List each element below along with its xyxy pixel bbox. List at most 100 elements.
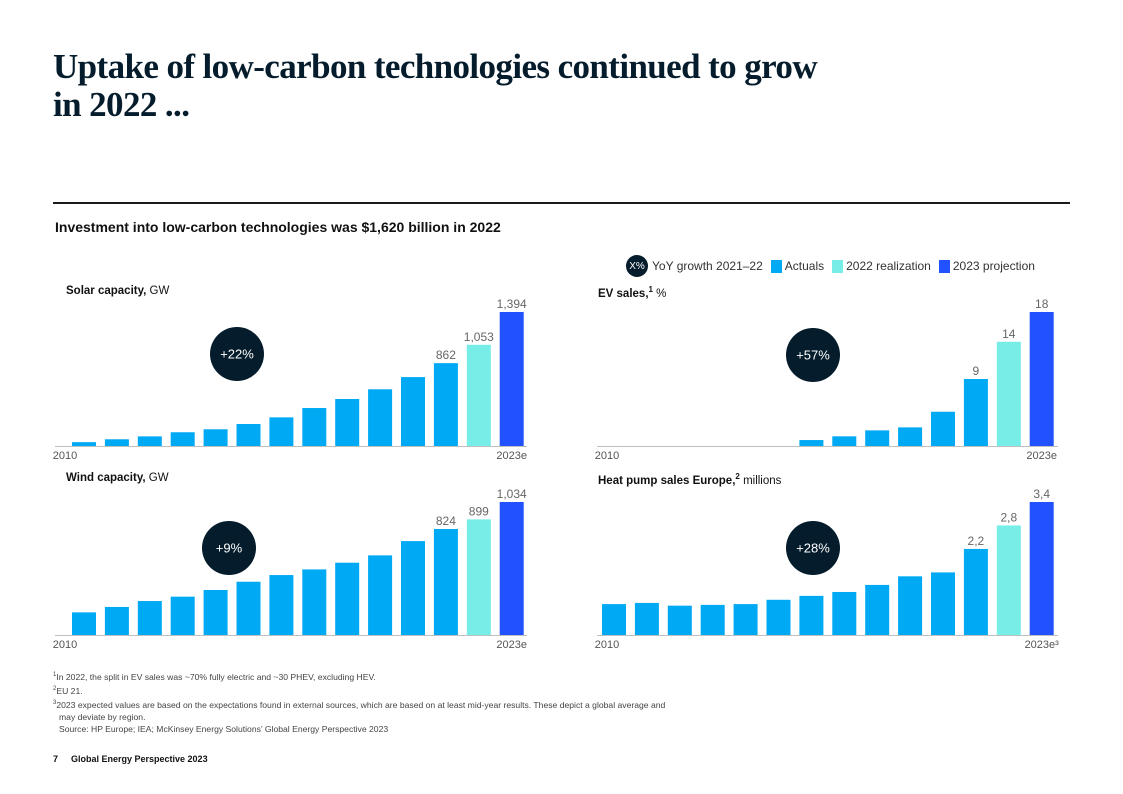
- bar-solar-2014: [203, 429, 228, 446]
- x-tick-label-last: 2023e: [496, 639, 527, 651]
- chart-title-solar: Solar capacity, GW: [66, 285, 169, 297]
- bar-heatpump-2018: [865, 584, 890, 635]
- bar-heatpump-2014: [733, 604, 758, 635]
- data-label-heatpump-2023e: 3,4: [1033, 487, 1050, 501]
- bar-heatpump-2022: [996, 525, 1021, 635]
- chart-title-ev-main: EV sales,: [598, 287, 649, 300]
- growth-badge-label: +22%: [220, 347, 254, 362]
- bar-solar-2022: [466, 344, 491, 446]
- data-label-ev-2022: 14: [1002, 327, 1016, 341]
- title-divider: [53, 202, 1070, 204]
- legend-growth-circle-icon: X%: [626, 255, 648, 277]
- chart-unit-ev: %: [656, 287, 667, 300]
- legend-label-realization: 2022 realization: [846, 259, 931, 273]
- x-tick-label-first: 2010: [53, 450, 77, 462]
- chart-unit-solar: GW: [149, 285, 170, 297]
- bar-wind-2023e: [499, 502, 524, 635]
- data-label-solar-2022: 1,053: [464, 330, 494, 344]
- footnote-3-continued: may deviate by region.: [59, 711, 146, 722]
- publication-name: Global Energy Perspective 2023: [71, 754, 208, 764]
- data-label-ev-2023e: 18: [1035, 297, 1049, 311]
- footnote-mark: 1: [53, 672, 57, 678]
- bar-heatpump-2016: [799, 595, 824, 635]
- page-title: Uptake of low-carbon technologies contin…: [53, 48, 1003, 124]
- bar-solar-2015: [236, 423, 261, 446]
- x-tick-label-first: 2010: [53, 639, 77, 651]
- footnote-text: In 2022, the split in EV sales was ~70% …: [56, 671, 376, 682]
- chart-title-heatpump-main: Heat pump sales Europe,: [598, 474, 736, 487]
- bar-wind-2021: [433, 529, 458, 635]
- bar-heatpump-2010: [602, 604, 626, 635]
- bar-solar-2010: [72, 442, 96, 446]
- bar-solar-2011: [104, 439, 129, 446]
- bar-ev-2019: [898, 427, 923, 446]
- data-label-wind-2023e: 1,034: [497, 487, 527, 501]
- source-note: Source: HP Europe; IEA; McKinsey Energy …: [59, 723, 389, 734]
- bar-heatpump-2023e: [1029, 502, 1054, 635]
- footnote-3: 32023 expected values are based on the e…: [53, 697, 773, 711]
- footnotes: 1In 2022, the split in EV sales was ~70%…: [53, 669, 773, 735]
- x-tick-label-last: 2023e: [1026, 450, 1057, 462]
- legend-label-actuals: Actuals: [784, 259, 825, 273]
- bar-solar-2012: [137, 436, 162, 446]
- legend: X% YoY growth 2021–22 Actuals 2022 reali…: [626, 255, 1035, 277]
- chart-unit-wind: GW: [148, 472, 169, 484]
- bar-solar-2023e: [499, 312, 524, 446]
- bar-wind-2015: [236, 581, 261, 635]
- bar-solar-2017: [302, 408, 327, 446]
- legend-swatch-projection: [938, 259, 950, 273]
- data-label-heatpump-2022: 2,8: [1000, 510, 1017, 524]
- bar-solar-2016: [269, 417, 294, 446]
- page-footer: 7 Global Energy Perspective 2023: [53, 754, 208, 764]
- footnote-mark: 2: [53, 685, 57, 692]
- chart-title-solar-main: Solar capacity,: [66, 285, 147, 297]
- legend-label-projection: 2023 projection: [952, 259, 1035, 273]
- footnote-mark: 3: [53, 699, 57, 706]
- chart-title-heatpump: Heat pump sales Europe,2 millions: [598, 472, 781, 487]
- bar-wind-2013: [170, 596, 195, 635]
- bar-ev-2016: [799, 440, 824, 446]
- footnote-2: 2EU 21.: [53, 683, 773, 697]
- page-number: 7: [53, 754, 59, 764]
- bar-solar-2013: [170, 432, 195, 446]
- bar-heatpump-2015: [766, 599, 791, 635]
- bar-ev-2017: [832, 436, 857, 446]
- bar-wind-2014: [203, 589, 228, 635]
- bar-wind-2010: [72, 612, 96, 635]
- bar-heatpump-2013: [700, 604, 725, 635]
- bar-ev-2018: [865, 430, 890, 446]
- data-label-wind-2021: 824: [436, 514, 456, 528]
- data-label-ev-2021: 9: [973, 364, 980, 378]
- x-tick-label-last: 2023e³: [1025, 639, 1060, 651]
- chart-title-wind-main: Wind capacity,: [66, 472, 146, 484]
- growth-badge-circle: [786, 328, 840, 382]
- data-label-solar-2021: 862: [436, 348, 456, 362]
- page-title-line-1: Uptake of low-carbon technologies contin…: [53, 47, 818, 86]
- growth-badge-label: +9%: [216, 541, 243, 556]
- legend-swatch-realization: [832, 259, 844, 273]
- bar-heatpump-2011: [634, 602, 659, 635]
- bar-wind-2011: [104, 606, 129, 635]
- bar-heatpump-2020: [931, 572, 955, 635]
- data-label-heatpump-2021: 2,2: [968, 534, 985, 548]
- data-label-wind-2022: 899: [469, 504, 489, 518]
- growth-badge-circle: [202, 521, 256, 575]
- data-label-solar-2023e: 1,394: [497, 297, 527, 311]
- bar-wind-2020: [401, 541, 425, 635]
- chart-title-wind: Wind capacity, GW: [66, 472, 169, 484]
- growth-badge-circle: [786, 521, 840, 575]
- growth-badge-label: +57%: [796, 348, 830, 363]
- chart-footnote-mark-heatpump: 2: [735, 472, 740, 481]
- bar-ev-2021: [963, 379, 988, 446]
- bar-wind-2018: [335, 562, 360, 635]
- bar-heatpump-2012: [667, 605, 692, 635]
- bar-ev-2022: [996, 341, 1021, 446]
- bar-heatpump-2019: [898, 576, 923, 635]
- bar-wind-2019: [368, 555, 393, 635]
- footnote-text: 2023 expected values are based on the ex…: [56, 699, 666, 710]
- bar-heatpump-2017: [832, 591, 857, 635]
- chart-footnote-mark-ev: 1: [648, 285, 653, 294]
